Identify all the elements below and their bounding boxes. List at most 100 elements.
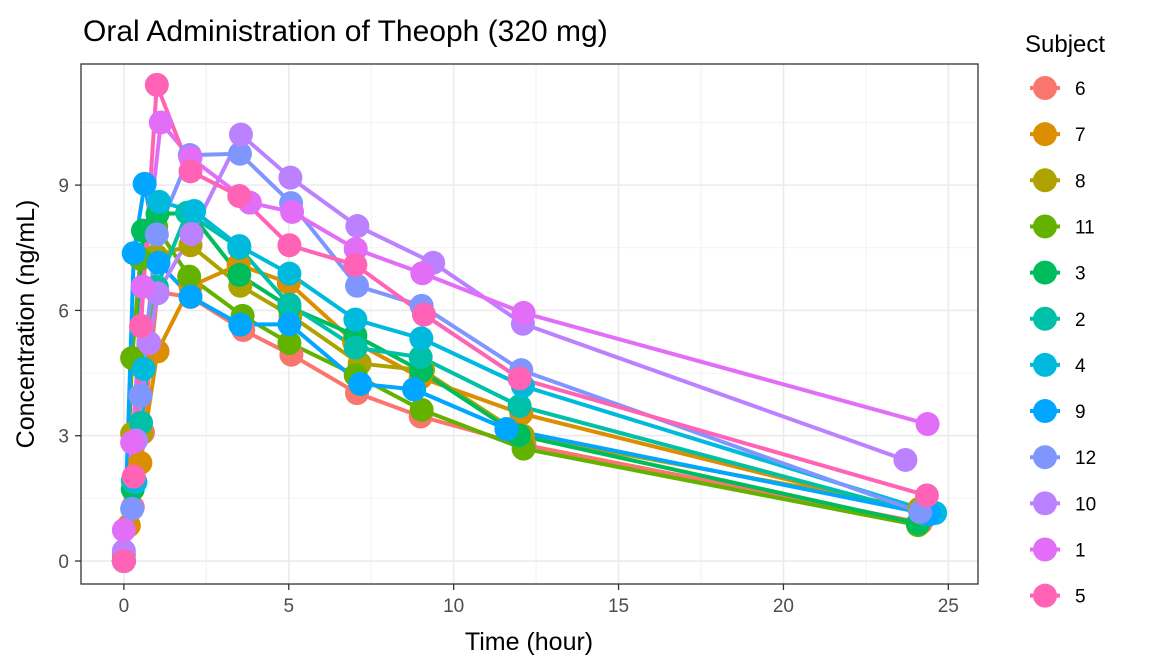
legend-key-point — [1033, 537, 1057, 562]
data-point-subject-12 — [144, 222, 169, 247]
data-point-subject-9 — [494, 417, 519, 442]
legend-key-point — [1033, 214, 1057, 239]
data-point-subject-5 — [178, 159, 203, 184]
data-point-subject-9 — [277, 312, 302, 337]
legend-item-subject-5: 5 — [1030, 583, 1086, 608]
data-point-subject-11 — [277, 331, 302, 356]
chart-title: Oral Administration of Theoph (320 mg) — [83, 15, 608, 48]
legend-item-subject-6: 6 — [1030, 76, 1086, 100]
data-point-subject-5 — [411, 302, 436, 327]
legend-key-point — [1033, 352, 1057, 377]
data-point-subject-2 — [343, 335, 368, 360]
data-point-subject-4 — [409, 326, 434, 351]
x-axis: 0 5 10 15 20 25 — [119, 584, 959, 617]
legend-label: 8 — [1075, 171, 1086, 192]
legend-item-subject-4: 4 — [1030, 352, 1086, 377]
x-tick-label: 0 — [119, 596, 130, 617]
data-point-subject-1 — [111, 518, 136, 543]
x-tick-label: 20 — [773, 596, 794, 617]
data-point-subject-5 — [507, 366, 532, 391]
legend-item-subject-3: 3 — [1030, 260, 1086, 285]
y-tick-label: 3 — [58, 427, 69, 448]
legend-key-point — [1033, 445, 1057, 470]
legend-label: 4 — [1075, 356, 1086, 377]
y-tick-label: 9 — [58, 176, 69, 197]
data-point-subject-5 — [111, 549, 136, 574]
data-point-subject-10 — [179, 221, 204, 246]
y-axis-title: Concentration (ng/mL) — [12, 200, 40, 449]
legend-label: 5 — [1075, 587, 1086, 608]
data-point-subject-9 — [228, 312, 253, 337]
legend-key-point — [1033, 168, 1057, 193]
data-point-subject-10 — [893, 447, 918, 472]
data-point-subject-5 — [144, 72, 169, 97]
data-point-subject-12 — [345, 273, 370, 298]
legend-key-point — [1033, 76, 1057, 100]
legend-key-point — [1033, 122, 1057, 147]
legend-item-subject-1: 1 — [1030, 537, 1086, 562]
legend-item-subject-11: 11 — [1030, 214, 1095, 239]
data-point-subject-10 — [278, 165, 303, 190]
data-point-subject-4 — [147, 189, 172, 214]
data-point-subject-5 — [121, 464, 146, 489]
x-tick-label: 25 — [938, 596, 959, 617]
legend-title: Subject — [1025, 31, 1105, 58]
data-point-subject-1 — [915, 412, 940, 437]
data-point-subject-4 — [227, 234, 252, 259]
legend-item-subject-7: 7 — [1030, 122, 1086, 147]
data-point-subject-4 — [277, 261, 302, 286]
legend-item-subject-10: 10 — [1030, 491, 1096, 516]
data-point-subject-1 — [410, 261, 435, 286]
legend: Subject 6 7 8 11 3 2 4 9 12 10 1 5 — [1025, 31, 1105, 608]
data-point-subject-9 — [178, 284, 203, 309]
data-point-subject-9 — [121, 241, 146, 266]
data-point-subject-5 — [277, 233, 302, 258]
legend-label: 2 — [1075, 310, 1086, 331]
legend-label: 10 — [1075, 494, 1096, 515]
data-point-subject-1 — [511, 300, 536, 325]
legend-label: 3 — [1075, 264, 1086, 285]
legend-label: 12 — [1075, 448, 1096, 469]
y-tick-label: 6 — [58, 301, 69, 322]
data-point-subject-10 — [345, 214, 370, 239]
x-tick-label: 15 — [608, 596, 629, 617]
data-point-subject-10 — [228, 122, 253, 147]
data-point-subject-4 — [343, 307, 368, 332]
data-point-subject-9 — [132, 171, 157, 196]
y-axis: 0 3 6 9 — [58, 176, 81, 573]
data-point-subject-12 — [128, 383, 153, 408]
legend-label: 9 — [1075, 402, 1086, 423]
legend-label: 11 — [1075, 217, 1095, 238]
legend-label: 6 — [1075, 79, 1086, 100]
data-point-subject-5 — [914, 483, 939, 508]
legend-label: 7 — [1075, 125, 1086, 146]
data-point-subject-11 — [409, 397, 434, 422]
x-tick-label: 10 — [443, 596, 464, 617]
legend-key-point — [1033, 260, 1057, 285]
legend-key-point — [1033, 491, 1057, 516]
x-tick-label: 5 — [283, 596, 294, 617]
legend-key-point — [1033, 399, 1057, 424]
data-point-subject-1 — [280, 199, 305, 224]
data-point-subject-1 — [120, 430, 145, 455]
series-points — [111, 72, 948, 574]
data-point-subject-4 — [131, 356, 156, 381]
data-point-subject-2 — [277, 292, 302, 317]
legend-key-point — [1033, 306, 1057, 331]
data-point-subject-4 — [182, 199, 207, 224]
data-point-subject-2 — [408, 345, 433, 370]
data-point-subject-2 — [507, 394, 532, 419]
data-point-subject-5 — [343, 252, 368, 277]
data-point-subject-9 — [402, 377, 427, 402]
data-point-subject-9 — [146, 250, 171, 275]
y-tick-label: 0 — [58, 552, 69, 573]
legend-item-subject-9: 9 — [1030, 399, 1086, 424]
data-point-subject-3 — [227, 262, 252, 287]
data-point-subject-5 — [227, 183, 252, 208]
legend-label: 1 — [1075, 541, 1086, 562]
data-point-subject-1 — [148, 110, 173, 135]
data-point-subject-11 — [177, 264, 202, 289]
plot-panel-border — [80, 63, 979, 585]
data-point-subject-9 — [348, 371, 373, 396]
